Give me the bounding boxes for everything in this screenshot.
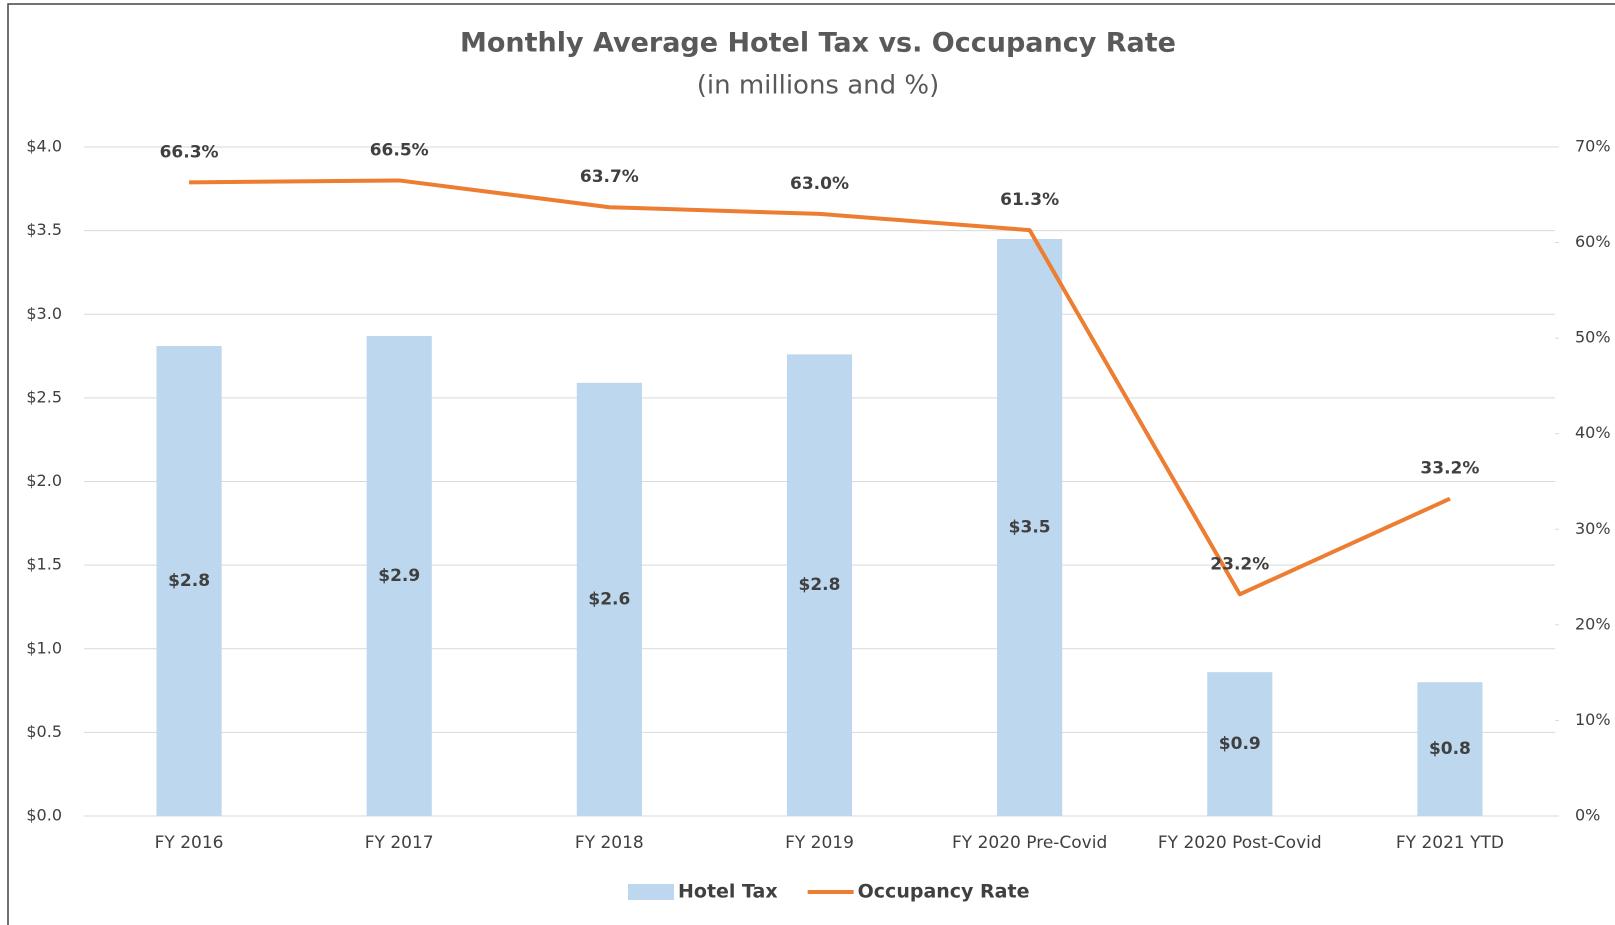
x-tick-label: FY 2018 xyxy=(575,833,644,853)
y-tick-label: $1.0 xyxy=(26,638,62,657)
x-tick-label: FY 2019 xyxy=(785,833,854,853)
legend-label: Hotel Tax xyxy=(678,881,778,903)
y2-tick-label: 70% xyxy=(1575,137,1611,156)
line-value-label: 33.2% xyxy=(1420,459,1479,479)
line-value-label: 63.7% xyxy=(580,167,639,187)
y-tick-label: $4.0 xyxy=(26,137,62,156)
y2-tick-label: 0% xyxy=(1575,806,1600,825)
bar xyxy=(576,382,642,816)
bar xyxy=(156,346,222,816)
bar xyxy=(1417,682,1483,816)
bar-value-label: $0.8 xyxy=(1429,739,1471,759)
y-tick-label: $0.5 xyxy=(26,722,62,741)
line-value-label: 66.5% xyxy=(370,140,429,160)
line-value-label: 63.0% xyxy=(790,174,849,194)
x-tick-label: FY 2021 YTD xyxy=(1396,833,1504,853)
line-value-label: 66.3% xyxy=(160,142,219,162)
bar xyxy=(1207,672,1273,816)
x-tick-label: FY 2020 Pre-Covid xyxy=(952,833,1107,853)
y-tick-label: $2.0 xyxy=(26,471,62,490)
y2-tick-label: 60% xyxy=(1575,232,1611,251)
line-value-label: 61.3% xyxy=(1000,190,1059,210)
y2-tick-label: 30% xyxy=(1575,519,1611,538)
bar-value-label: $0.9 xyxy=(1219,734,1261,754)
bar-value-label: $3.5 xyxy=(1009,517,1051,537)
x-tick-label: FY 2020 Post-Covid xyxy=(1158,833,1322,853)
bar-value-label: $2.6 xyxy=(588,589,630,609)
y-tick-label: $2.5 xyxy=(26,387,62,406)
legend-label: Occupancy Rate xyxy=(858,881,1030,903)
bar xyxy=(997,238,1063,817)
y2-tick-label: 20% xyxy=(1575,614,1611,633)
x-tick-label: FY 2016 xyxy=(155,833,224,853)
chart-title: Monthly Average Hotel Tax vs. Occupancy … xyxy=(460,28,1176,59)
y2-tick-label: 10% xyxy=(1575,710,1611,729)
x-tick-label: FY 2017 xyxy=(365,833,434,853)
bar-value-label: $2.8 xyxy=(168,571,210,591)
y2-tick-label: 40% xyxy=(1575,423,1611,442)
y-tick-label: $1.5 xyxy=(26,555,62,574)
y-tick-label: $0.0 xyxy=(26,806,62,825)
y-tick-label: $3.5 xyxy=(26,220,62,239)
line xyxy=(189,178,1451,597)
chart-subtitle: (in millions and %) xyxy=(697,71,940,101)
y-tick-label: $3.0 xyxy=(26,304,62,323)
legend-swatch xyxy=(628,884,674,900)
line-value-label: 23.2% xyxy=(1210,554,1269,574)
y2-tick-label: 50% xyxy=(1575,328,1611,347)
bar-value-label: $2.9 xyxy=(378,566,420,586)
bar xyxy=(786,354,853,816)
bar xyxy=(366,335,432,816)
bar-value-label: $2.8 xyxy=(799,575,841,595)
